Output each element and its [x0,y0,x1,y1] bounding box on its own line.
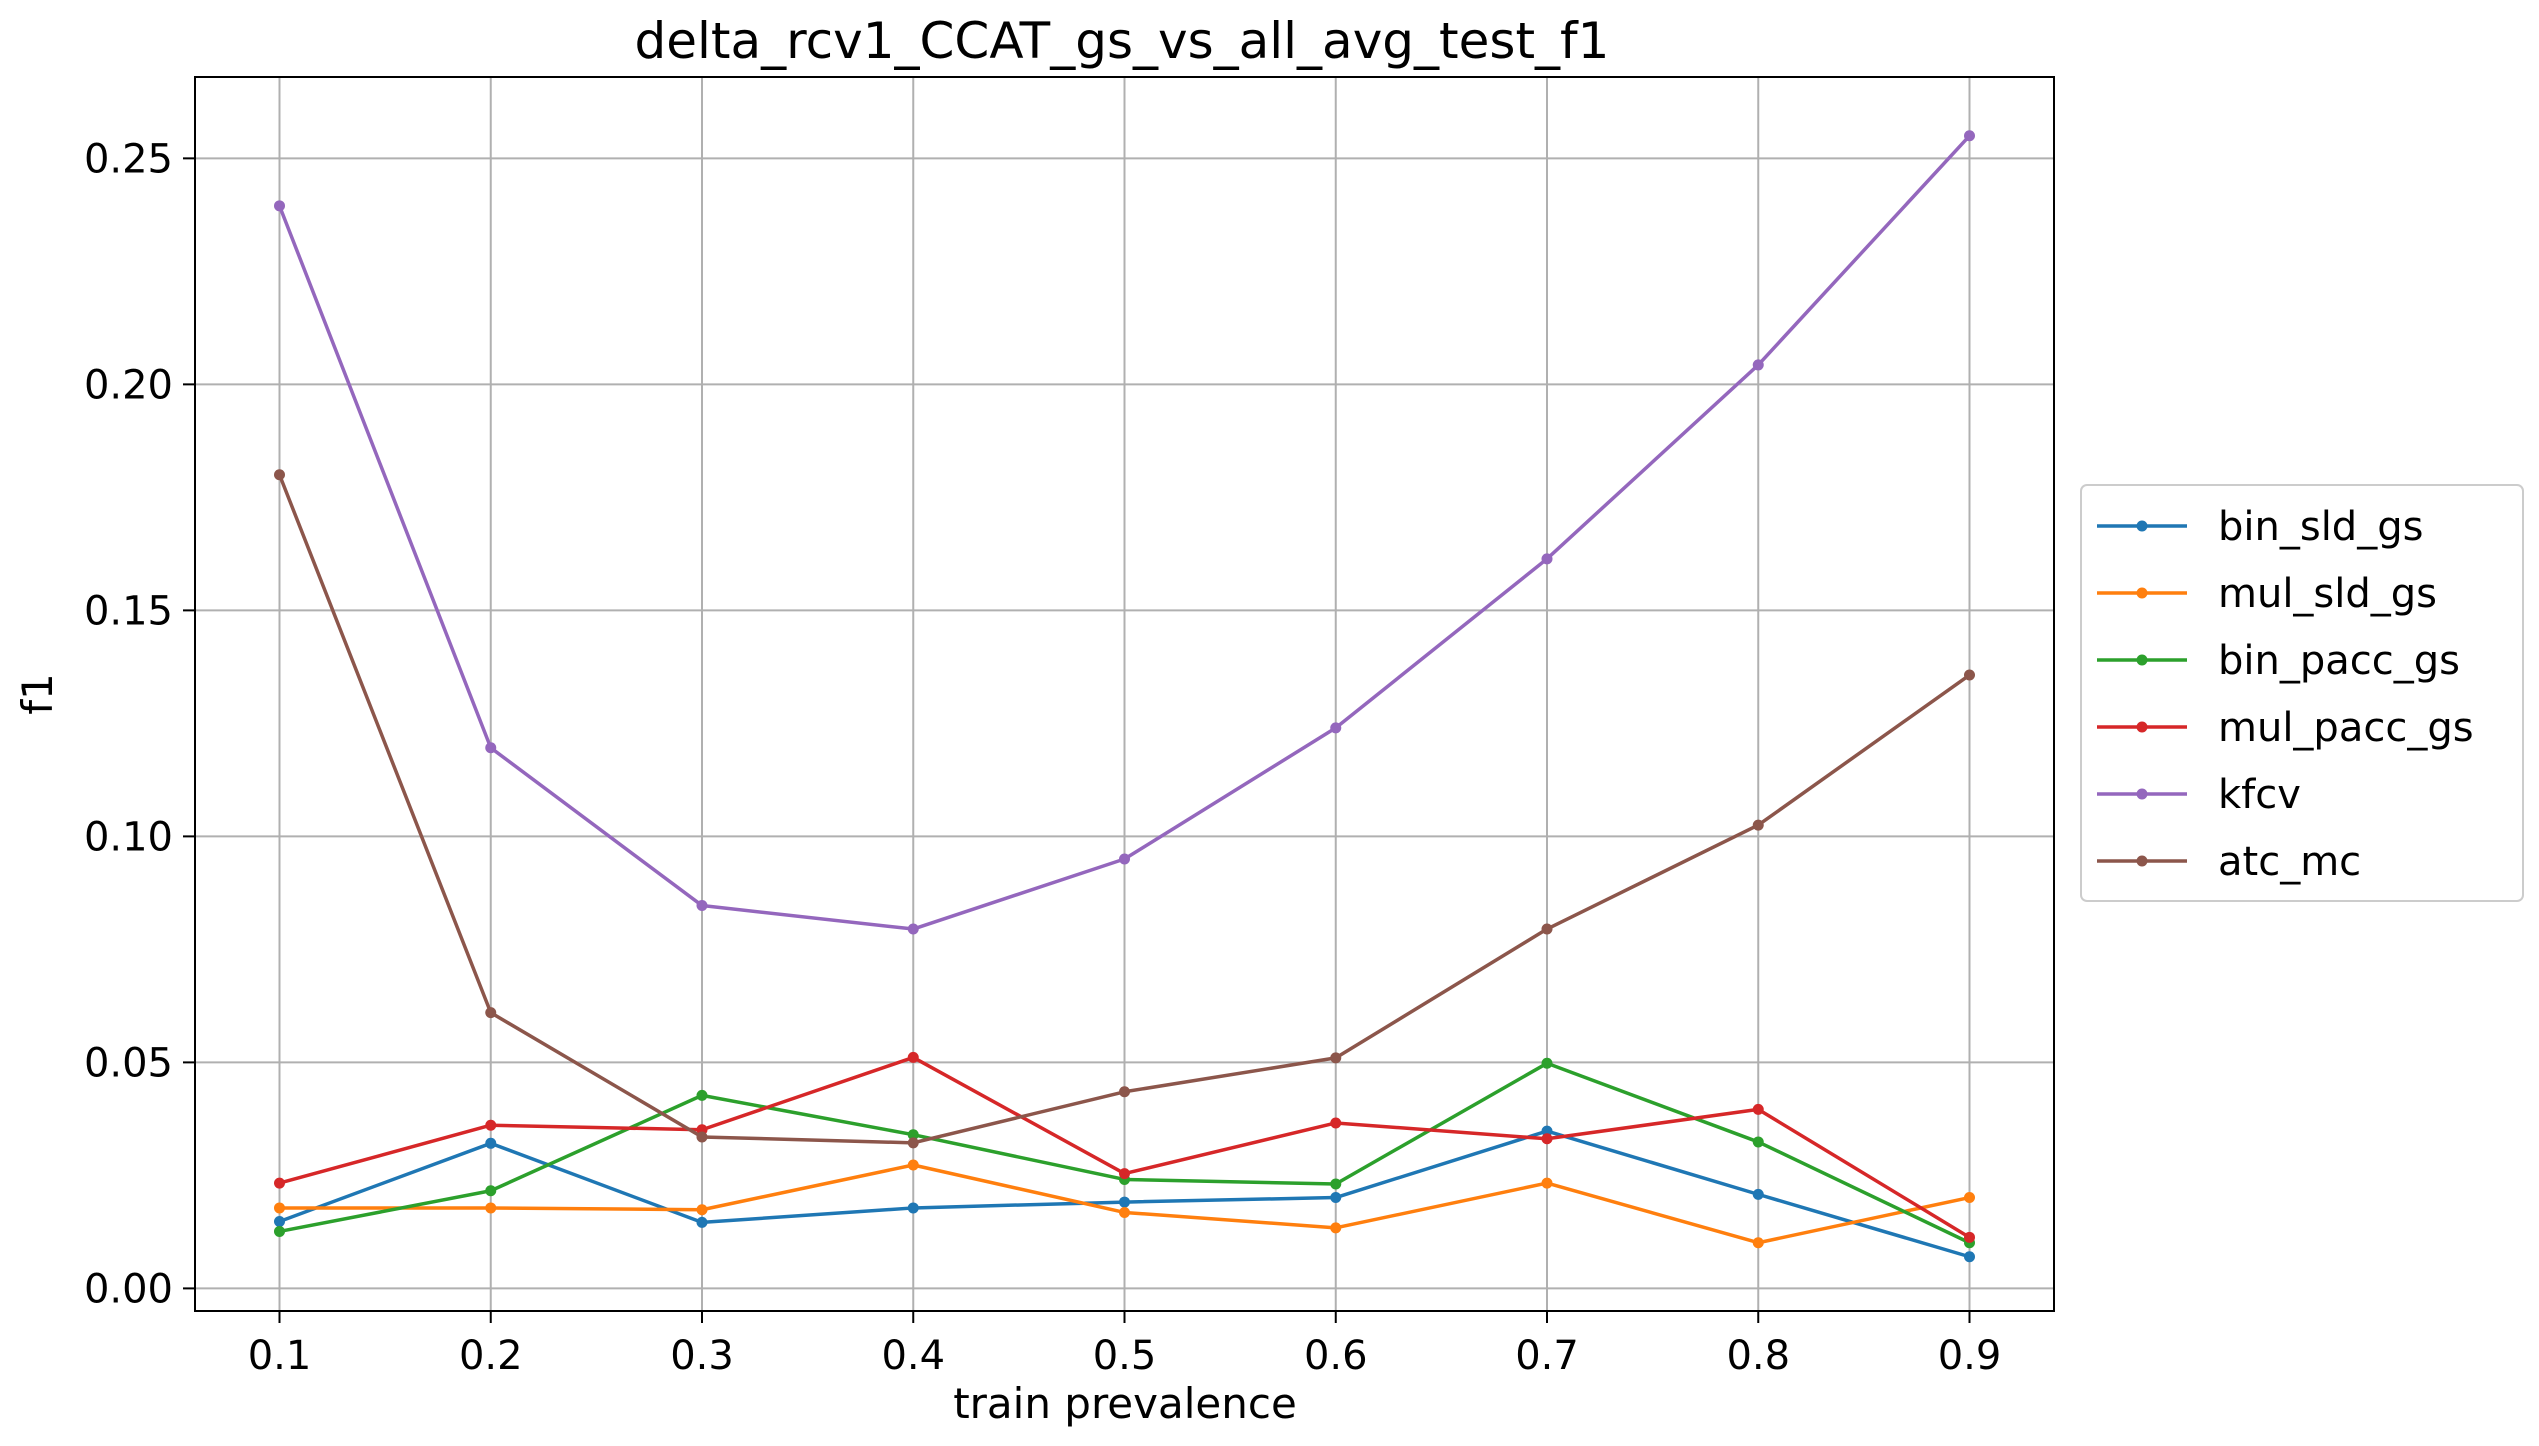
legend-entry-atc_mc: atc_mc [2097,839,2361,885]
series-mul_pacc_gs [274,1051,1975,1243]
data-point-kfcv [485,742,497,754]
data-point-mul_sld_gs [1752,1237,1764,1249]
series-kfcv [274,130,1975,935]
data-point-mul_pacc_gs [1752,1103,1764,1115]
data-point-kfcv [1330,722,1342,734]
series-bin_sld_gs [274,1125,1975,1263]
x-tick-label: 0.1 [248,1333,312,1379]
legend-marker [2136,654,2148,666]
chart-title: delta_rcv1_CCAT_gs_vs_all_avg_test_f1 [635,12,1610,70]
legend-label: atc_mc [2218,839,2361,885]
data-point-bin_sld_gs [274,1216,285,1228]
data-point-mul_pacc_gs [485,1119,497,1131]
x-tick-label: 0.2 [459,1333,523,1379]
legend-entry-mul_sld_gs: mul_sld_gs [2097,571,2437,617]
data-point-mul_sld_gs [485,1202,497,1214]
data-point-mul_pacc_gs [1964,1231,1975,1243]
data-point-bin_pacc_gs [485,1185,497,1197]
legend-label: mul_sld_gs [2218,571,2437,617]
data-point-atc_mc [1964,669,1975,681]
data-point-atc_mc [1119,1086,1130,1098]
x-tick-label: 0.9 [1938,1333,2002,1379]
x-tick-label: 0.7 [1515,1333,1579,1379]
data-point-bin_sld_gs [907,1202,919,1214]
data-point-bin_pacc_gs [274,1225,285,1237]
data-point-kfcv [1964,130,1975,142]
x-axis-label: train prevalence [953,1379,1297,1428]
legend-entry-mul_pacc_gs: mul_pacc_gs [2097,705,2474,751]
y-tick-label: 0.10 [84,814,173,860]
legend-entry-bin_sld_gs: bin_sld_gs [2097,504,2423,550]
data-point-atc_mc [274,469,285,481]
y-tick-label: 0.15 [84,588,173,634]
data-point-bin_sld_gs [1964,1251,1975,1263]
y-axis-ticks: 0.00 0.05 0.10 0.15 0.20 0.25 [84,136,195,1312]
y-axis-label: f1 [13,673,62,715]
legend-label: bin_pacc_gs [2218,638,2460,684]
data-point-atc_mc [1541,923,1553,935]
data-point-mul_pacc_gs [274,1177,285,1189]
data-point-mul_sld_gs [1964,1192,1975,1204]
data-point-mul_sld_gs [274,1202,285,1214]
data-point-mul_pacc_gs [907,1051,919,1063]
series-atc_mc [274,469,1975,1149]
legend-entry-kfcv: kfcv [2097,772,2301,818]
series-mul_sld_gs [274,1159,1975,1249]
x-tick-label: 0.5 [1093,1333,1157,1379]
data-point-kfcv [274,200,285,212]
legend-label: mul_pacc_gs [2218,705,2474,751]
data-point-bin_sld_gs [1330,1192,1342,1204]
legend-marker [2136,788,2148,800]
legend-marker [2136,855,2148,867]
x-tick-label: 0.6 [1304,1333,1368,1379]
legend: bin_sld_gs mul_sld_gs bin_pacc_gs mul_pacc_… [2080,484,2524,902]
data-point-bin_sld_gs [1541,1125,1553,1137]
x-tick-label: 0.4 [881,1333,945,1379]
legend-marker [2136,587,2148,599]
data-point-bin_pacc_gs [1330,1178,1342,1190]
data-point-mul_sld_gs [907,1159,919,1171]
legend-marker [2136,721,2148,733]
data-point-bin_sld_gs [696,1216,708,1228]
y-tick-label: 0.20 [84,362,173,408]
data-point-bin_pacc_gs [696,1089,708,1101]
data-point-bin_pacc_gs [1752,1136,1764,1148]
legend-label: kfcv [2218,772,2301,818]
legend-label: bin_sld_gs [2218,504,2423,550]
grid-lines [195,77,2054,1311]
data-point-bin_sld_gs [1119,1196,1130,1208]
legend-marker [2136,520,2148,532]
data-point-mul_pacc_gs [1119,1168,1130,1180]
data-point-atc_mc [696,1131,708,1143]
series-group [274,130,1975,1263]
data-point-mul_pacc_gs [1330,1117,1342,1129]
x-axis-ticks: 0.1 0.2 0.3 0.4 0.5 0.6 0.7 0.8 0.9 [248,1311,2002,1379]
data-point-mul_sld_gs [1119,1206,1130,1218]
data-point-mul_sld_gs [1330,1222,1342,1234]
data-point-kfcv [696,900,708,912]
y-tick-label: 0.00 [84,1266,173,1312]
data-point-atc_mc [1330,1052,1342,1064]
data-point-mul_pacc_gs [1541,1133,1553,1145]
data-point-bin_pacc_gs [907,1129,919,1141]
legend-box [2080,484,2524,902]
data-point-bin_sld_gs [485,1137,497,1149]
y-tick-label: 0.05 [84,1040,173,1086]
data-point-bin_sld_gs [1752,1188,1764,1200]
data-point-kfcv [1752,359,1764,371]
x-tick-label: 0.3 [670,1333,734,1379]
data-point-kfcv [1541,553,1553,565]
data-point-kfcv [1119,853,1130,865]
data-point-atc_mc [1752,819,1764,831]
data-point-mul_sld_gs [1541,1177,1553,1189]
legend-entry-bin_pacc_gs: bin_pacc_gs [2097,638,2460,684]
data-point-mul_sld_gs [696,1204,708,1216]
data-point-kfcv [907,923,919,935]
x-tick-label: 0.8 [1726,1333,1790,1379]
data-point-bin_pacc_gs [1541,1057,1553,1069]
y-tick-label: 0.25 [84,136,173,182]
data-point-atc_mc [907,1137,919,1149]
data-point-atc_mc [485,1007,497,1019]
